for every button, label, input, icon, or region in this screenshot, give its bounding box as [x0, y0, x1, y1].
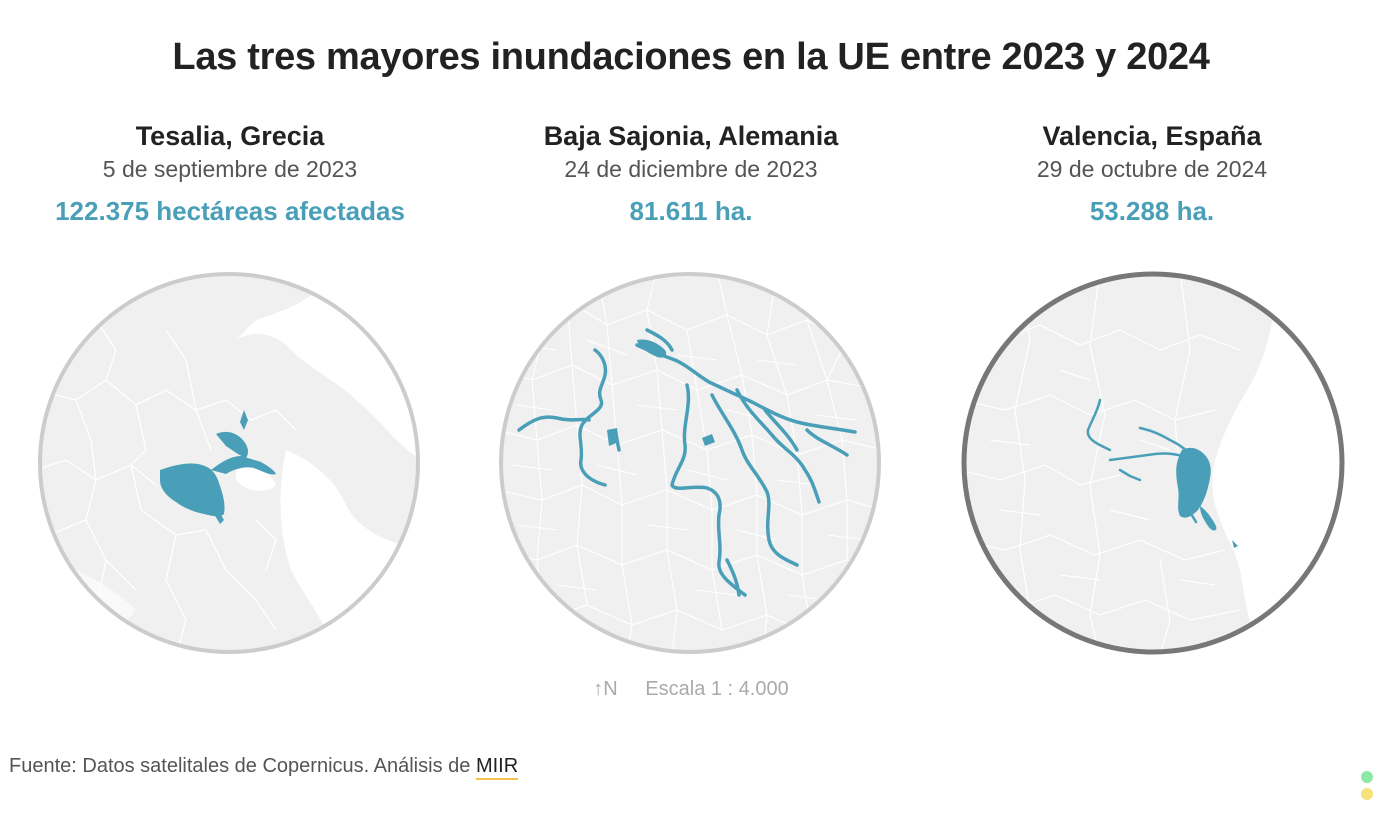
source-text: Fuente: Datos satelitales de Copernicus.…: [9, 755, 476, 777]
panel-date: 24 de diciembre de 2023: [564, 156, 818, 182]
panel-date: 5 de septiembre de 2023: [102, 156, 358, 182]
page-title: Las tres mayores inundaciones en la UE e…: [172, 36, 1210, 78]
panel-tesalia: Tesalia, Grecia 5 de septiembre de 2023 …: [0, 118, 460, 228]
source-note: Fuente: Datos satelitales de Copernicus.…: [9, 755, 519, 780]
flood-area: [1086, 398, 1198, 524]
panel-valencia: Valencia, España 29 de octubre de 2024 5…: [922, 118, 1382, 228]
panel-area: 122.375 hectáreas afectadas: [55, 196, 405, 226]
flood-area: [1176, 447, 1238, 548]
panel-baja-sajonia: Baja Sajonia, Alemania 24 de diciembre d…: [461, 118, 921, 228]
status-dot-green-icon: [1361, 771, 1373, 783]
panel-place: Valencia, España: [1042, 121, 1262, 151]
flood-area: [160, 410, 276, 524]
flood-area: [517, 328, 857, 597]
map-ring: [38, 272, 420, 654]
panel-date: 29 de octubre de 2024: [1036, 156, 1268, 182]
sea-area: [236, 468, 276, 492]
panel-area: 53.288 ha.: [1089, 196, 1215, 226]
sea-area: [1212, 274, 1342, 652]
map-tesalia[interactable]: [36, 270, 422, 656]
flood-area: [607, 339, 715, 446]
region-borders: [964, 274, 1241, 652]
map-baja-sajonia[interactable]: [497, 270, 883, 656]
scale-label: Escala 1 : 4.000: [645, 678, 789, 700]
north-arrow-icon: ↑N: [593, 678, 618, 700]
panel-area: 81.611 ha.: [629, 196, 753, 226]
miir-link[interactable]: MIIR: [475, 755, 519, 780]
map-ring-active: [961, 271, 1345, 655]
region-borders: [40, 319, 297, 652]
scale-legend: ↑N Escala 1 : 4.000: [0, 678, 1382, 701]
status-dot-yellow-icon: [1361, 788, 1373, 800]
panel-place: Baja Sajonia, Alemania: [543, 121, 839, 151]
panel-place: Tesalia, Grecia: [135, 121, 325, 151]
map-ring: [499, 272, 881, 654]
map-valencia[interactable]: [960, 270, 1346, 656]
land-area: [501, 274, 879, 652]
